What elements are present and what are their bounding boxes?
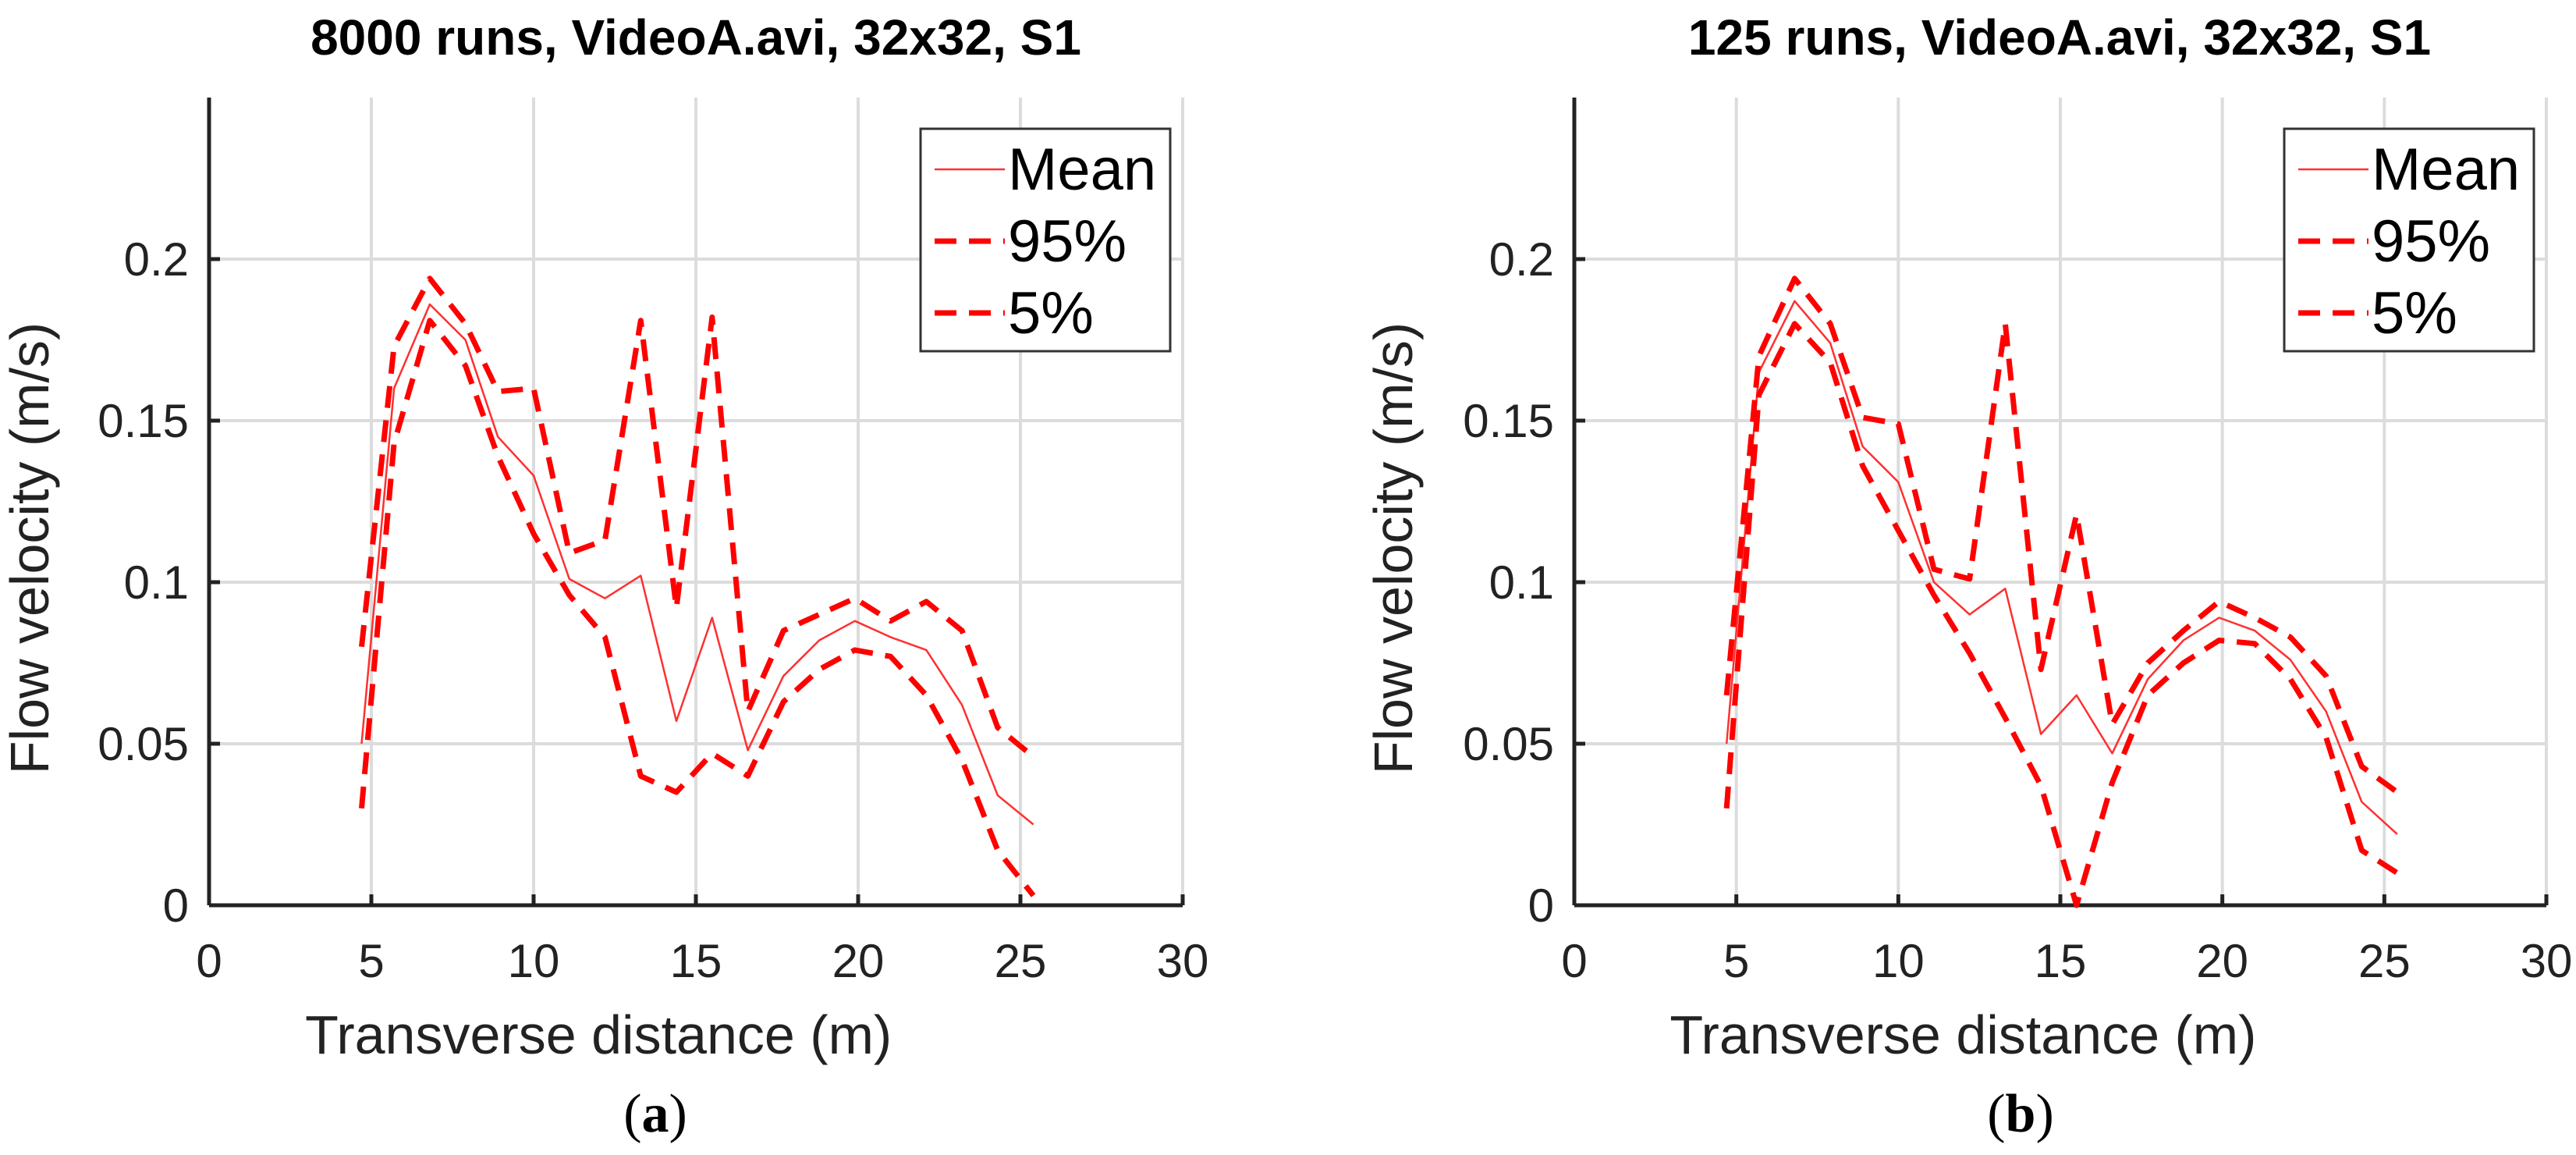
series-line-95-percent [1723, 275, 2399, 794]
legend-label: 95% [1008, 208, 1127, 275]
panel-caption: (a) [623, 1084, 687, 1144]
caption-label: a [642, 1084, 669, 1144]
chart-title: 8000 runs, VideoA.avi, 32x32, S1 [310, 9, 1081, 66]
series-line-mean [360, 303, 1034, 826]
legend-label: 5% [1008, 280, 1094, 346]
x-tick-label: 5 [358, 935, 384, 987]
legend-label: Mean [2372, 137, 2520, 203]
panel-caption: (b) [1987, 1084, 2054, 1144]
legend-label: Mean [1008, 137, 1156, 203]
legend-box [2283, 127, 2535, 353]
x-tick-label: 5 [1723, 935, 1749, 987]
chart-panel-a: 0 5 10 15 20 25 30 0 0.05 0.1 0.15 0.2 8000 runs, Vi… [0, 9, 1208, 1144]
legend-label: 95% [2372, 208, 2490, 275]
x-tick-label: 10 [508, 935, 560, 987]
y-tick-label: 0.05 [1463, 718, 1554, 770]
x-tick-label: 0 [1561, 935, 1587, 987]
x-tick-label: 20 [832, 935, 885, 987]
y-tick-label: 0.15 [98, 395, 189, 447]
x-tick-label: 20 [2196, 935, 2248, 987]
x-tick-label: 15 [670, 935, 722, 987]
caption-label: b [2006, 1084, 2036, 1144]
series-line-95-percent [359, 275, 1035, 759]
x-tick-label: 30 [2521, 935, 2573, 987]
y-tick-label: 0 [163, 880, 189, 932]
x-tick-label: 25 [995, 935, 1047, 987]
y-axis-label: Flow velocity (m/s) [1363, 322, 1424, 774]
x-axis-label: Transverse distance (m) [305, 1004, 892, 1065]
series-line-mean [1725, 300, 2398, 835]
y-tick-label: 0.2 [124, 233, 189, 286]
legend-label: 5% [2372, 280, 2457, 346]
y-tick-label: 0.15 [1463, 395, 1554, 447]
x-tick-label: 10 [1872, 935, 1925, 987]
y-tick-label: 0.1 [124, 556, 189, 609]
legend-box [919, 127, 1172, 353]
x-tick-label: 30 [1157, 935, 1209, 987]
caption-paren-open: ( [1987, 1084, 2005, 1144]
x-tick-label: 0 [196, 935, 222, 987]
y-axis-label: Flow velocity (m/s) [0, 322, 60, 774]
x-tick-label: 25 [2358, 935, 2411, 987]
y-tick-label: 0.1 [1489, 556, 1554, 609]
x-axis-label: Transverse distance (m) [1669, 1004, 2256, 1065]
series-line-5-percent [359, 318, 1036, 897]
caption-paren-close: ) [669, 1084, 687, 1144]
caption-paren-open: ( [623, 1084, 641, 1144]
y-tick-label: 0 [1528, 880, 1554, 932]
caption-paren-close: ) [2035, 1084, 2053, 1144]
y-tick-label: 0.2 [1489, 233, 1554, 286]
chart-title: 125 runs, VideoA.avi, 32x32, S1 [1688, 9, 2431, 66]
y-tick-label: 0.05 [98, 718, 189, 770]
series-line-5-percent [1723, 321, 2399, 908]
x-tick-label: 15 [2035, 935, 2087, 987]
chart-panel-b: 0 5 10 15 20 25 30 0 0.05 0.1 0.15 0.2 125 runs, Vid… [1363, 9, 2572, 1144]
